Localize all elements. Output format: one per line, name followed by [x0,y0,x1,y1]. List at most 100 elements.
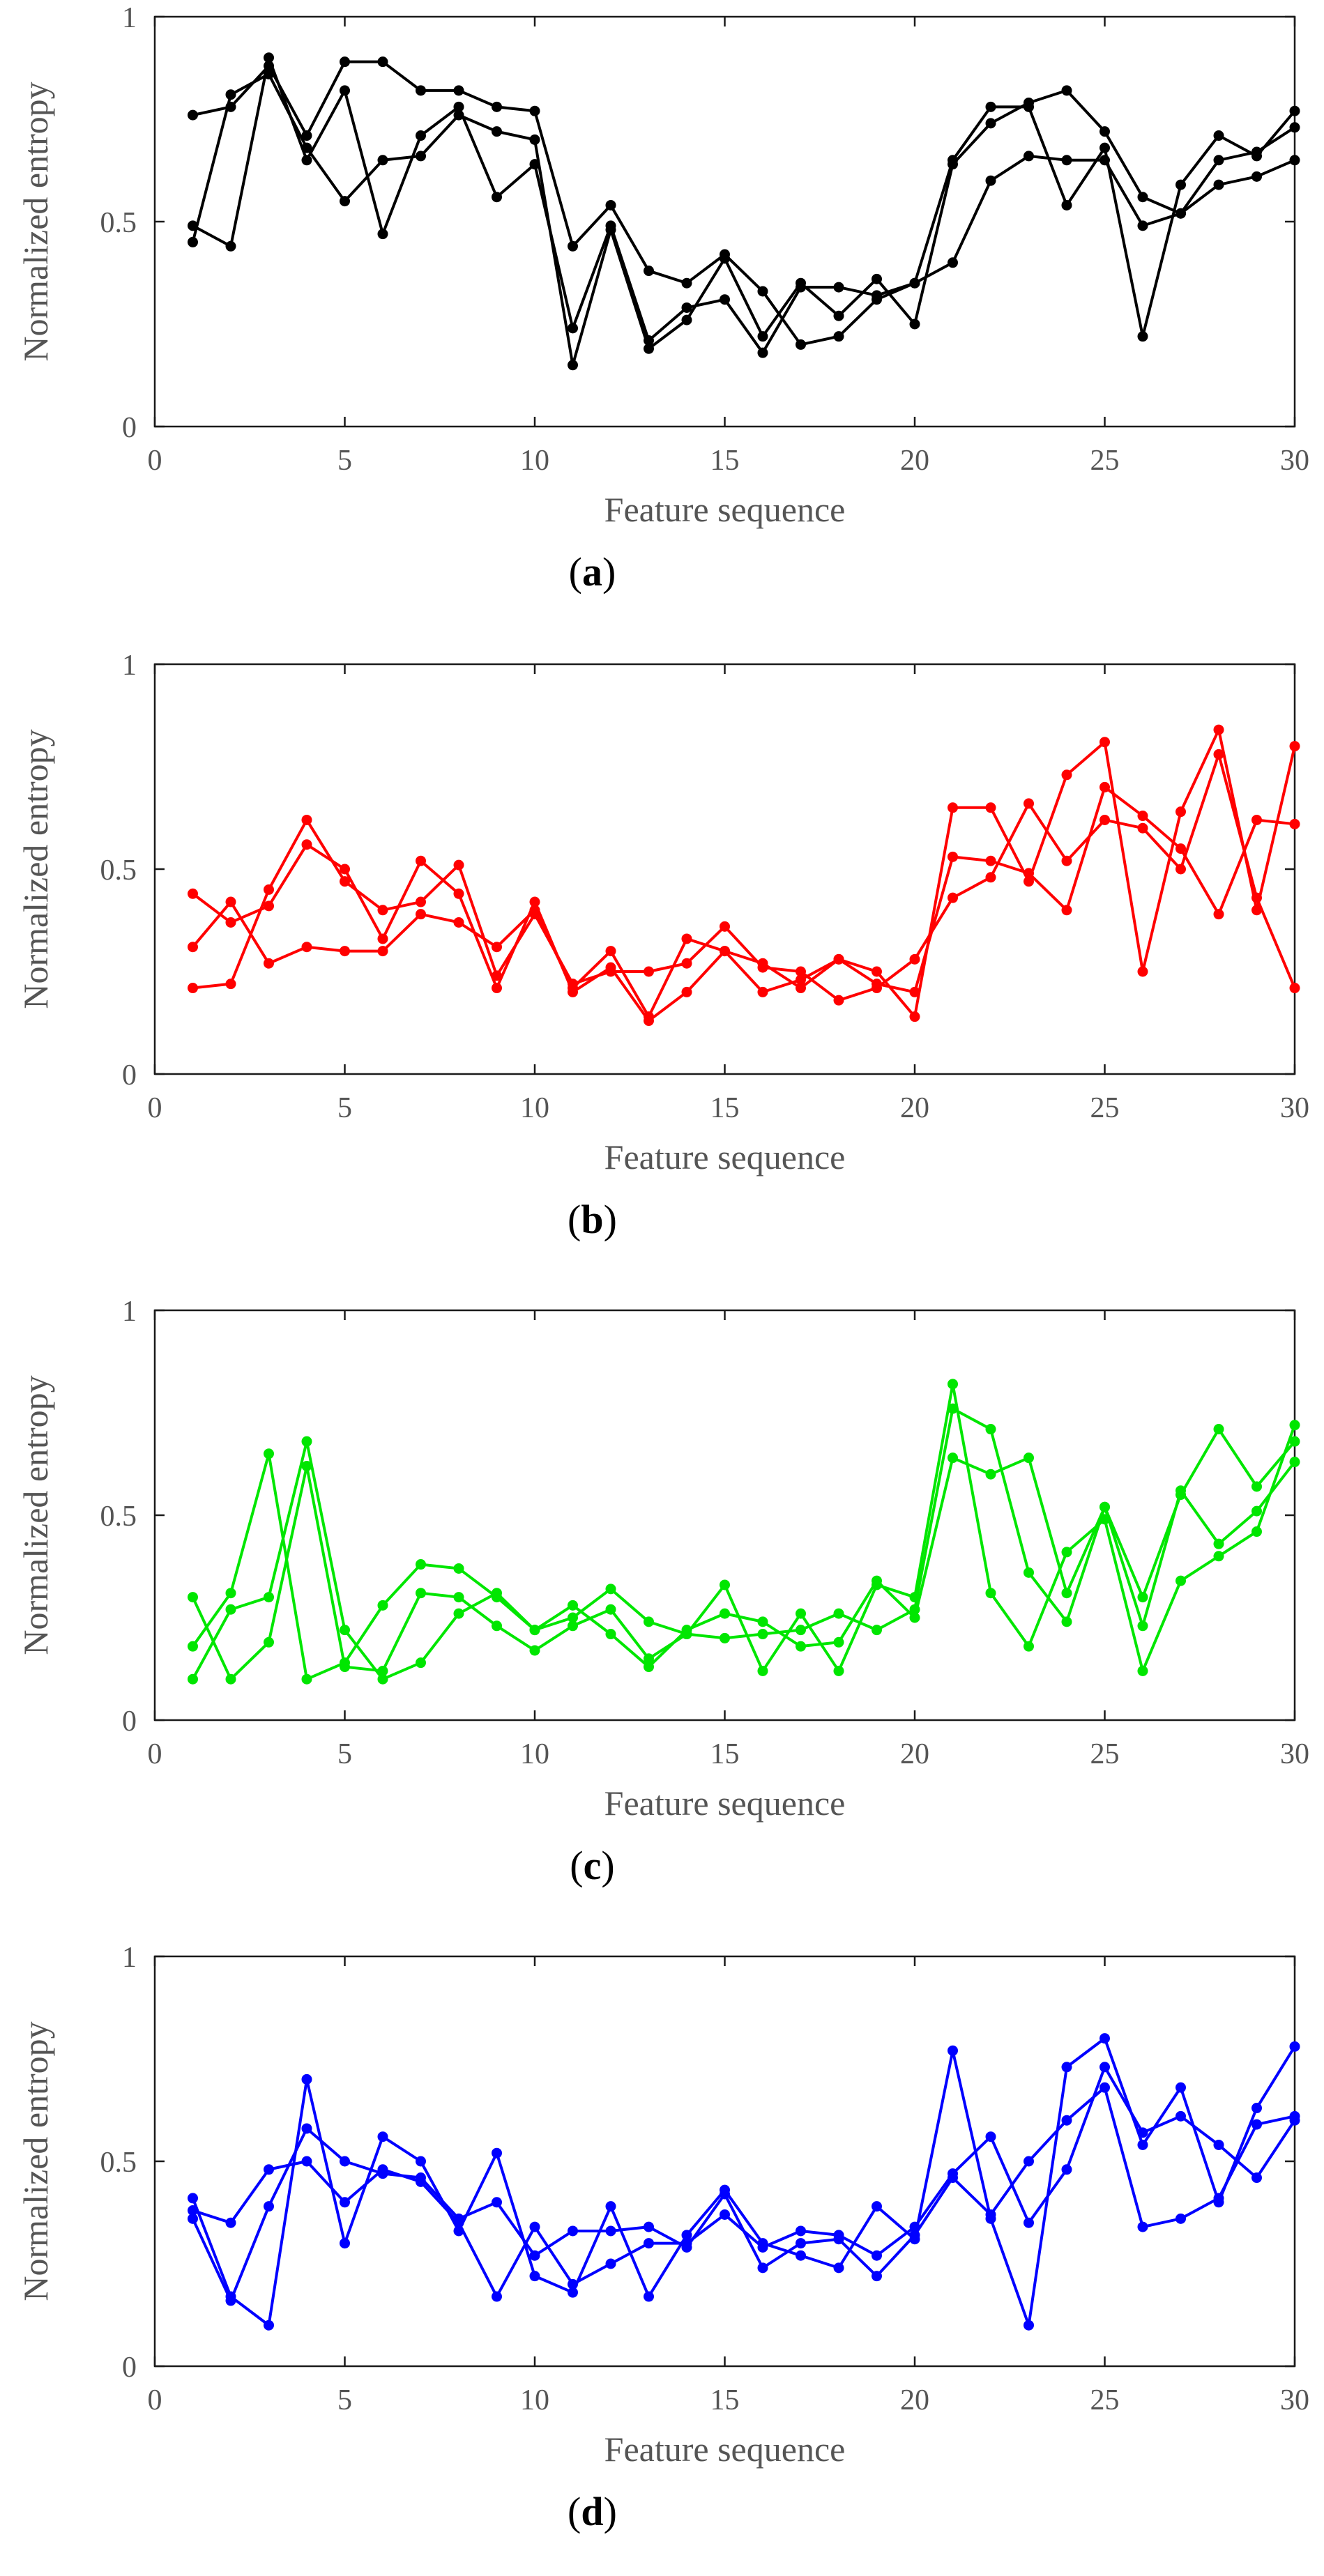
x-tick-label: 0 [148,445,162,477]
data-point [720,2209,730,2220]
data-point [757,1616,768,1627]
data-point [1175,2110,1186,2122]
data-point [416,1588,426,1599]
data-point [605,2258,616,2269]
data-point [1137,2139,1148,2150]
x-tick-label: 5 [337,445,352,477]
chart-panel-c: 0 5 10 15 20 25 30 0 0.5 1 Feature sequence Normali… [16,1296,1309,1888]
data-point [757,347,768,358]
panel-caption-letter: c [584,1843,602,1888]
x-axis-label: Feature sequence [604,490,846,529]
data-point [453,85,464,96]
plot-frame [153,1309,1296,1722]
series-line [191,785,1295,1018]
data-point [225,240,236,252]
plot-frame [153,15,1296,428]
data-point [1137,192,1148,203]
data-point [644,2238,654,2249]
x-tick-label: 5 [337,1738,352,1770]
data-point [529,2221,540,2232]
data-point [453,859,464,871]
data-point [264,68,274,79]
data-point [681,2230,692,2241]
data-point [529,1625,540,1636]
data-point [377,946,388,957]
panel-caption: (c) [570,1843,614,1888]
data-point [301,130,312,141]
data-point [1024,2156,1034,2167]
data-point [1175,1485,1186,1496]
data-point [453,109,464,121]
data-point [833,1608,844,1619]
data-point [340,56,350,68]
chart-panel-b: 0 5 10 15 20 25 30 0 0.5 1 Feature sequence Normali… [16,650,1309,1242]
data-point [605,199,616,210]
series-line [192,753,1296,1002]
data-point [188,2205,198,2216]
data-point [264,2320,274,2331]
data-point [301,814,312,825]
data-point [188,2193,198,2204]
data-point [948,892,958,903]
series-line [191,1427,1296,1681]
data-point [1137,1620,1148,1632]
data-point [948,1403,958,1414]
data-point [264,2164,274,2175]
data-point [529,2250,540,2261]
data-point [529,896,540,907]
x-tick-label: 5 [337,2384,352,2416]
data-point [1251,2119,1262,2130]
data-point [1024,2217,1034,2228]
data-point [681,1629,692,1640]
data-point [1061,2062,1072,2073]
data-point [605,946,616,957]
data-point [568,323,578,334]
data-point [1137,966,1148,977]
data-point [340,864,350,875]
data-point [1061,905,1072,916]
data-point [644,1011,654,1022]
data-point [681,302,692,313]
data-point [872,1575,882,1586]
data-point [1099,1501,1110,1512]
data-point [720,2188,730,2200]
data-point [757,1665,768,1676]
data-point [492,192,502,203]
series-line [191,1407,1296,1681]
data-point [188,109,198,121]
data-point [757,2241,768,2253]
data-point [1175,208,1186,219]
data-point [757,286,768,297]
data-point [301,839,312,850]
data-point [453,888,464,899]
series-line [192,60,1296,346]
data-point [1251,146,1262,158]
data-point [1099,142,1110,153]
data-point [1251,171,1262,182]
data-point [644,966,654,977]
series-1 [188,1379,1300,1685]
data-point [1137,220,1148,231]
data-point [1061,199,1072,210]
chart-panel-a: 0 5 10 15 20 25 30 0 0.5 1 Feature sequence Normali… [16,2,1309,595]
data-point [492,1588,502,1599]
data-point [605,1604,616,1615]
x-axis-label: Feature sequence [604,1784,846,1823]
data-point [872,2271,882,2282]
data-point [948,2045,958,2056]
data-point [225,2295,236,2306]
data-point [605,1584,616,1595]
data-point [833,1636,844,1648]
data-point [796,1608,806,1619]
data-point [720,1579,730,1590]
data-point [1251,1526,1262,1538]
x-tick-label: 15 [710,1738,740,1770]
data-point [453,2213,464,2224]
data-point [1251,1505,1262,1517]
data-point [985,2131,996,2142]
data-point [1175,2082,1186,2093]
data-point [1251,1481,1262,1492]
data-point [301,1673,312,1685]
data-point [340,876,350,887]
data-point [796,277,806,289]
